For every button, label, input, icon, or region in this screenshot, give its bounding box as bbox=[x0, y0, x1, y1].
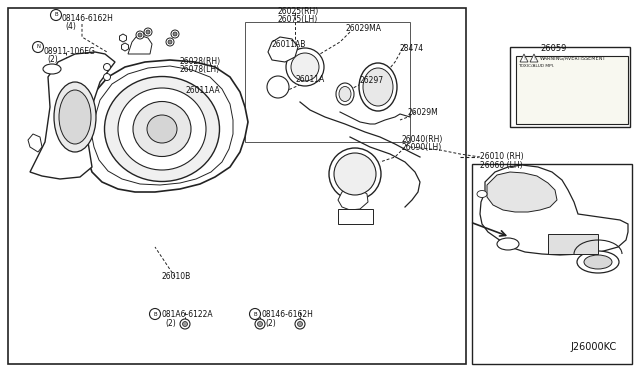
Ellipse shape bbox=[339, 87, 351, 102]
Text: (2): (2) bbox=[265, 319, 276, 328]
Ellipse shape bbox=[118, 88, 206, 170]
Text: 26011A: 26011A bbox=[295, 75, 324, 84]
Circle shape bbox=[173, 32, 177, 36]
Circle shape bbox=[255, 319, 265, 329]
Polygon shape bbox=[128, 36, 152, 54]
Ellipse shape bbox=[477, 190, 487, 198]
Ellipse shape bbox=[59, 90, 91, 144]
Ellipse shape bbox=[291, 53, 319, 81]
Polygon shape bbox=[487, 172, 557, 212]
Text: 26011AA: 26011AA bbox=[186, 86, 221, 95]
Ellipse shape bbox=[133, 102, 191, 157]
Ellipse shape bbox=[147, 115, 177, 143]
Ellipse shape bbox=[334, 153, 376, 195]
Text: 08146-6162H: 08146-6162H bbox=[62, 14, 114, 23]
Ellipse shape bbox=[336, 83, 354, 105]
Ellipse shape bbox=[54, 82, 96, 152]
Text: (4): (4) bbox=[65, 22, 76, 31]
Circle shape bbox=[146, 30, 150, 34]
Text: 28474: 28474 bbox=[400, 44, 424, 53]
Bar bbox=[245, 22, 410, 142]
Text: 26060 (LH): 26060 (LH) bbox=[480, 161, 523, 170]
Text: 26075(LH): 26075(LH) bbox=[278, 15, 318, 24]
Polygon shape bbox=[530, 54, 538, 62]
Text: 26010B: 26010B bbox=[162, 272, 191, 281]
Circle shape bbox=[295, 319, 305, 329]
Polygon shape bbox=[30, 52, 115, 179]
Circle shape bbox=[257, 321, 262, 327]
Text: 081A6-6122A: 081A6-6122A bbox=[161, 310, 212, 319]
Text: 26297: 26297 bbox=[360, 76, 384, 85]
Polygon shape bbox=[28, 134, 42, 152]
Circle shape bbox=[104, 74, 111, 80]
Circle shape bbox=[250, 308, 260, 320]
Bar bbox=[510, 47, 630, 127]
Text: WARNING/AVERTISSEMENT: WARNING/AVERTISSEMENT bbox=[540, 56, 606, 61]
Polygon shape bbox=[85, 60, 248, 192]
Text: TOXIC/ALUD MPI.: TOXIC/ALUD MPI. bbox=[518, 64, 554, 68]
Circle shape bbox=[180, 319, 190, 329]
Text: B: B bbox=[54, 13, 58, 17]
Ellipse shape bbox=[104, 77, 220, 182]
Text: (2): (2) bbox=[165, 319, 176, 328]
Circle shape bbox=[51, 10, 61, 20]
Text: 26025(RH): 26025(RH) bbox=[278, 7, 319, 16]
Circle shape bbox=[298, 321, 303, 327]
Bar bbox=[338, 209, 373, 224]
Text: 26011AB: 26011AB bbox=[272, 40, 307, 49]
Ellipse shape bbox=[584, 255, 612, 269]
Text: 26040(RH): 26040(RH) bbox=[402, 135, 444, 144]
Text: J26000KC: J26000KC bbox=[570, 342, 616, 352]
Ellipse shape bbox=[497, 238, 519, 250]
Text: 26029MA: 26029MA bbox=[345, 24, 381, 33]
Polygon shape bbox=[480, 165, 628, 255]
Text: !: ! bbox=[523, 57, 525, 61]
Text: 26010 (RH): 26010 (RH) bbox=[480, 152, 524, 161]
Text: B: B bbox=[153, 311, 157, 317]
Text: 26059: 26059 bbox=[541, 44, 567, 53]
Text: !: ! bbox=[533, 57, 535, 61]
Circle shape bbox=[144, 28, 152, 36]
Ellipse shape bbox=[286, 48, 324, 86]
Text: 26029M: 26029M bbox=[408, 108, 439, 117]
Text: B: B bbox=[253, 311, 257, 317]
Ellipse shape bbox=[43, 64, 61, 74]
Ellipse shape bbox=[577, 251, 619, 273]
Circle shape bbox=[138, 33, 142, 37]
Bar bbox=[516, 56, 628, 124]
Circle shape bbox=[104, 64, 111, 71]
Ellipse shape bbox=[363, 68, 393, 106]
Text: 26028(RH): 26028(RH) bbox=[180, 57, 221, 66]
Polygon shape bbox=[338, 188, 368, 210]
Ellipse shape bbox=[267, 76, 289, 98]
Circle shape bbox=[166, 38, 174, 46]
Text: 26090(LH): 26090(LH) bbox=[402, 143, 442, 152]
Bar bbox=[8, 8, 466, 364]
Polygon shape bbox=[268, 37, 298, 62]
Text: 26078(LH): 26078(LH) bbox=[180, 65, 220, 74]
Ellipse shape bbox=[359, 63, 397, 111]
Text: N: N bbox=[36, 45, 40, 49]
Bar bbox=[472, 164, 632, 364]
Circle shape bbox=[168, 40, 172, 44]
Text: 08911-106EG: 08911-106EG bbox=[44, 46, 96, 55]
Text: 08146-6162H: 08146-6162H bbox=[261, 310, 313, 319]
Circle shape bbox=[33, 42, 44, 52]
Circle shape bbox=[136, 31, 144, 39]
Circle shape bbox=[171, 30, 179, 38]
Text: (2): (2) bbox=[47, 55, 58, 64]
Circle shape bbox=[150, 308, 161, 320]
Bar bbox=[548, 234, 598, 254]
Circle shape bbox=[182, 321, 188, 327]
Ellipse shape bbox=[329, 148, 381, 200]
Polygon shape bbox=[520, 54, 528, 62]
